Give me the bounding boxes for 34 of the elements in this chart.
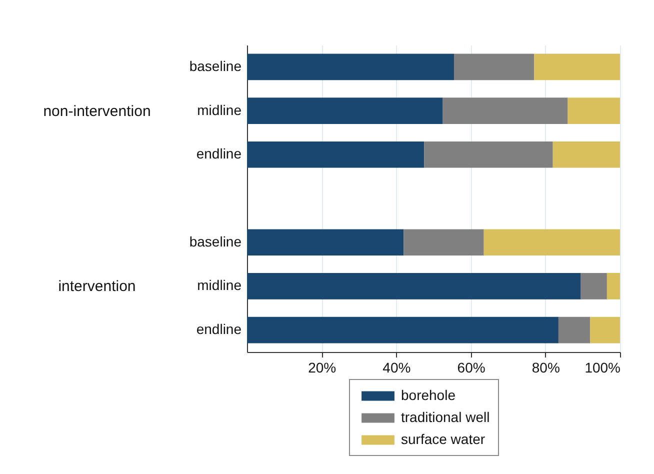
y-tick-label: endline xyxy=(196,146,242,162)
bar xyxy=(247,98,443,124)
bar xyxy=(454,54,534,80)
x-tick-label: 100% xyxy=(584,360,620,376)
bar xyxy=(442,98,568,124)
x-tick-label: 60% xyxy=(457,360,486,376)
bar xyxy=(606,273,620,300)
bar xyxy=(580,273,607,300)
y-tick-label: endline xyxy=(196,321,242,338)
y-tick-label: baseline xyxy=(189,233,242,250)
legend-label: traditional well xyxy=(401,409,490,425)
bar xyxy=(590,316,620,344)
x-tick-label: 20% xyxy=(308,360,336,376)
bar xyxy=(552,141,620,168)
legend-label: borehole xyxy=(401,387,456,403)
bar xyxy=(534,54,620,80)
legend-label: surface water xyxy=(401,431,486,447)
bar xyxy=(404,229,484,256)
bar xyxy=(247,316,558,344)
y-tick-label: midline xyxy=(197,102,242,118)
y-tick-label: midline xyxy=(197,277,242,294)
bar xyxy=(247,54,454,80)
bar xyxy=(558,316,590,344)
bar xyxy=(247,273,581,300)
text: intervention xyxy=(58,278,136,296)
x-tick-label: 40% xyxy=(382,360,411,376)
bar xyxy=(247,141,424,168)
bar xyxy=(568,98,620,124)
text: non-intervention xyxy=(43,102,151,120)
bar xyxy=(484,229,620,256)
x-tick-label: 80% xyxy=(532,360,560,376)
bar xyxy=(247,229,404,256)
bar xyxy=(424,141,553,168)
y-tick-label: baseline xyxy=(189,58,242,74)
